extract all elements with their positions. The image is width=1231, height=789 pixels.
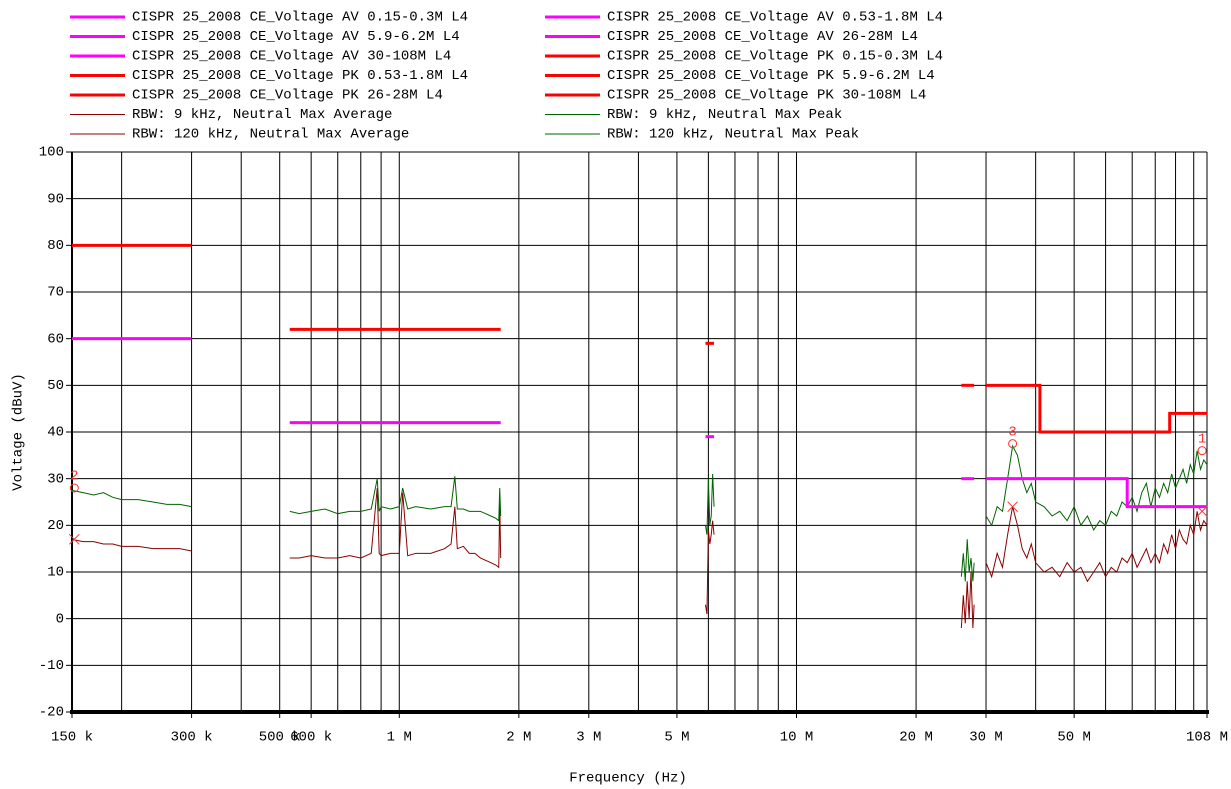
legend-label: CISPR 25_2008 CE_Voltage PK 26-28M L4 xyxy=(132,88,443,104)
x-tick-label: 20 M xyxy=(899,730,933,746)
y-tick-label: 20 xyxy=(47,518,64,534)
y-tick-label: -20 xyxy=(39,705,64,721)
y-tick-label: 70 xyxy=(47,285,64,301)
trace-line xyxy=(71,487,715,615)
x-axis-label: Frequency (Hz) xyxy=(569,771,687,787)
y-tick-label: 100 xyxy=(39,145,64,161)
y-tick-label: -10 xyxy=(39,658,64,674)
y-tick-label: 0 xyxy=(56,611,64,627)
marker-label: 1 xyxy=(1198,431,1206,447)
peak-marker xyxy=(69,483,79,493)
y-axis-label: Voltage (dBuV) xyxy=(11,373,27,491)
trace-line xyxy=(960,506,1208,629)
legend-label: CISPR 25_2008 CE_Voltage AV 0.53-1.8M L4 xyxy=(607,10,943,26)
average-marker xyxy=(68,533,80,545)
x-tick-label: 150 k xyxy=(51,730,93,746)
average-marker xyxy=(1007,501,1018,513)
y-tick-label: 60 xyxy=(47,331,64,347)
legend-label: CISPR 25_2008 CE_Voltage PK 5.9-6.2M L4 xyxy=(607,68,935,84)
marker-label: 3 xyxy=(1008,424,1016,440)
y-tick-label: 90 xyxy=(47,191,64,207)
legend-label: CISPR 25_2008 CE_Voltage AV 0.15-0.3M L4 xyxy=(132,10,468,26)
marker-label: 2 xyxy=(70,469,78,485)
peak-marker xyxy=(1197,446,1207,456)
y-tick-label: 80 xyxy=(47,238,64,254)
legend-label: RBW: 9 kHz, Neutral Max Peak xyxy=(607,107,842,123)
legend-label: CISPR 25_2008 CE_Voltage PK 30-108M L4 xyxy=(607,88,926,104)
average-marker xyxy=(1196,505,1208,517)
x-tick-label: 108 M xyxy=(1186,730,1228,746)
x-tick-label: 50 M xyxy=(1057,730,1091,746)
x-tick-label: 2 M xyxy=(506,730,531,746)
legend-label: RBW: 120 kHz, Neutral Max Average xyxy=(132,127,409,143)
x-tick-label: 30 M xyxy=(969,730,1003,746)
peak-marker xyxy=(1008,439,1018,449)
legend-label: RBW: 120 kHz, Neutral Max Peak xyxy=(607,127,859,143)
x-tick-label: 500 k xyxy=(259,730,301,746)
y-tick-label: 40 xyxy=(47,425,64,441)
y-tick-label: 30 xyxy=(47,471,64,487)
limit-line xyxy=(986,383,1207,434)
y-tick-label: 10 xyxy=(47,565,64,581)
x-tick-label: 300 k xyxy=(171,730,213,746)
x-tick-label: 10 M xyxy=(780,730,814,746)
legend-label: CISPR 25_2008 CE_Voltage PK 0.15-0.3M L4 xyxy=(607,49,943,65)
trace-line xyxy=(960,444,1208,582)
legend-label: RBW: 9 kHz, Neutral Max Average xyxy=(132,107,392,123)
x-tick-label: 1 M xyxy=(387,730,412,746)
y-tick-label: 50 xyxy=(47,378,64,394)
legend-label: CISPR 25_2008 CE_Voltage AV 5.9-6.2M L4 xyxy=(132,29,460,45)
legend-label: CISPR 25_2008 CE_Voltage PK 0.53-1.8M L4 xyxy=(132,68,468,84)
legend-label: CISPR 25_2008 CE_Voltage AV 30-108M L4 xyxy=(132,49,451,65)
legend-label: CISPR 25_2008 CE_Voltage AV 26-28M L4 xyxy=(607,29,918,45)
x-tick-label: 600 k xyxy=(290,730,332,746)
x-tick-label: 3 M xyxy=(576,730,601,746)
limit-line xyxy=(986,477,1207,509)
x-tick-label: 5 M xyxy=(664,730,689,746)
trace-line xyxy=(71,473,715,535)
